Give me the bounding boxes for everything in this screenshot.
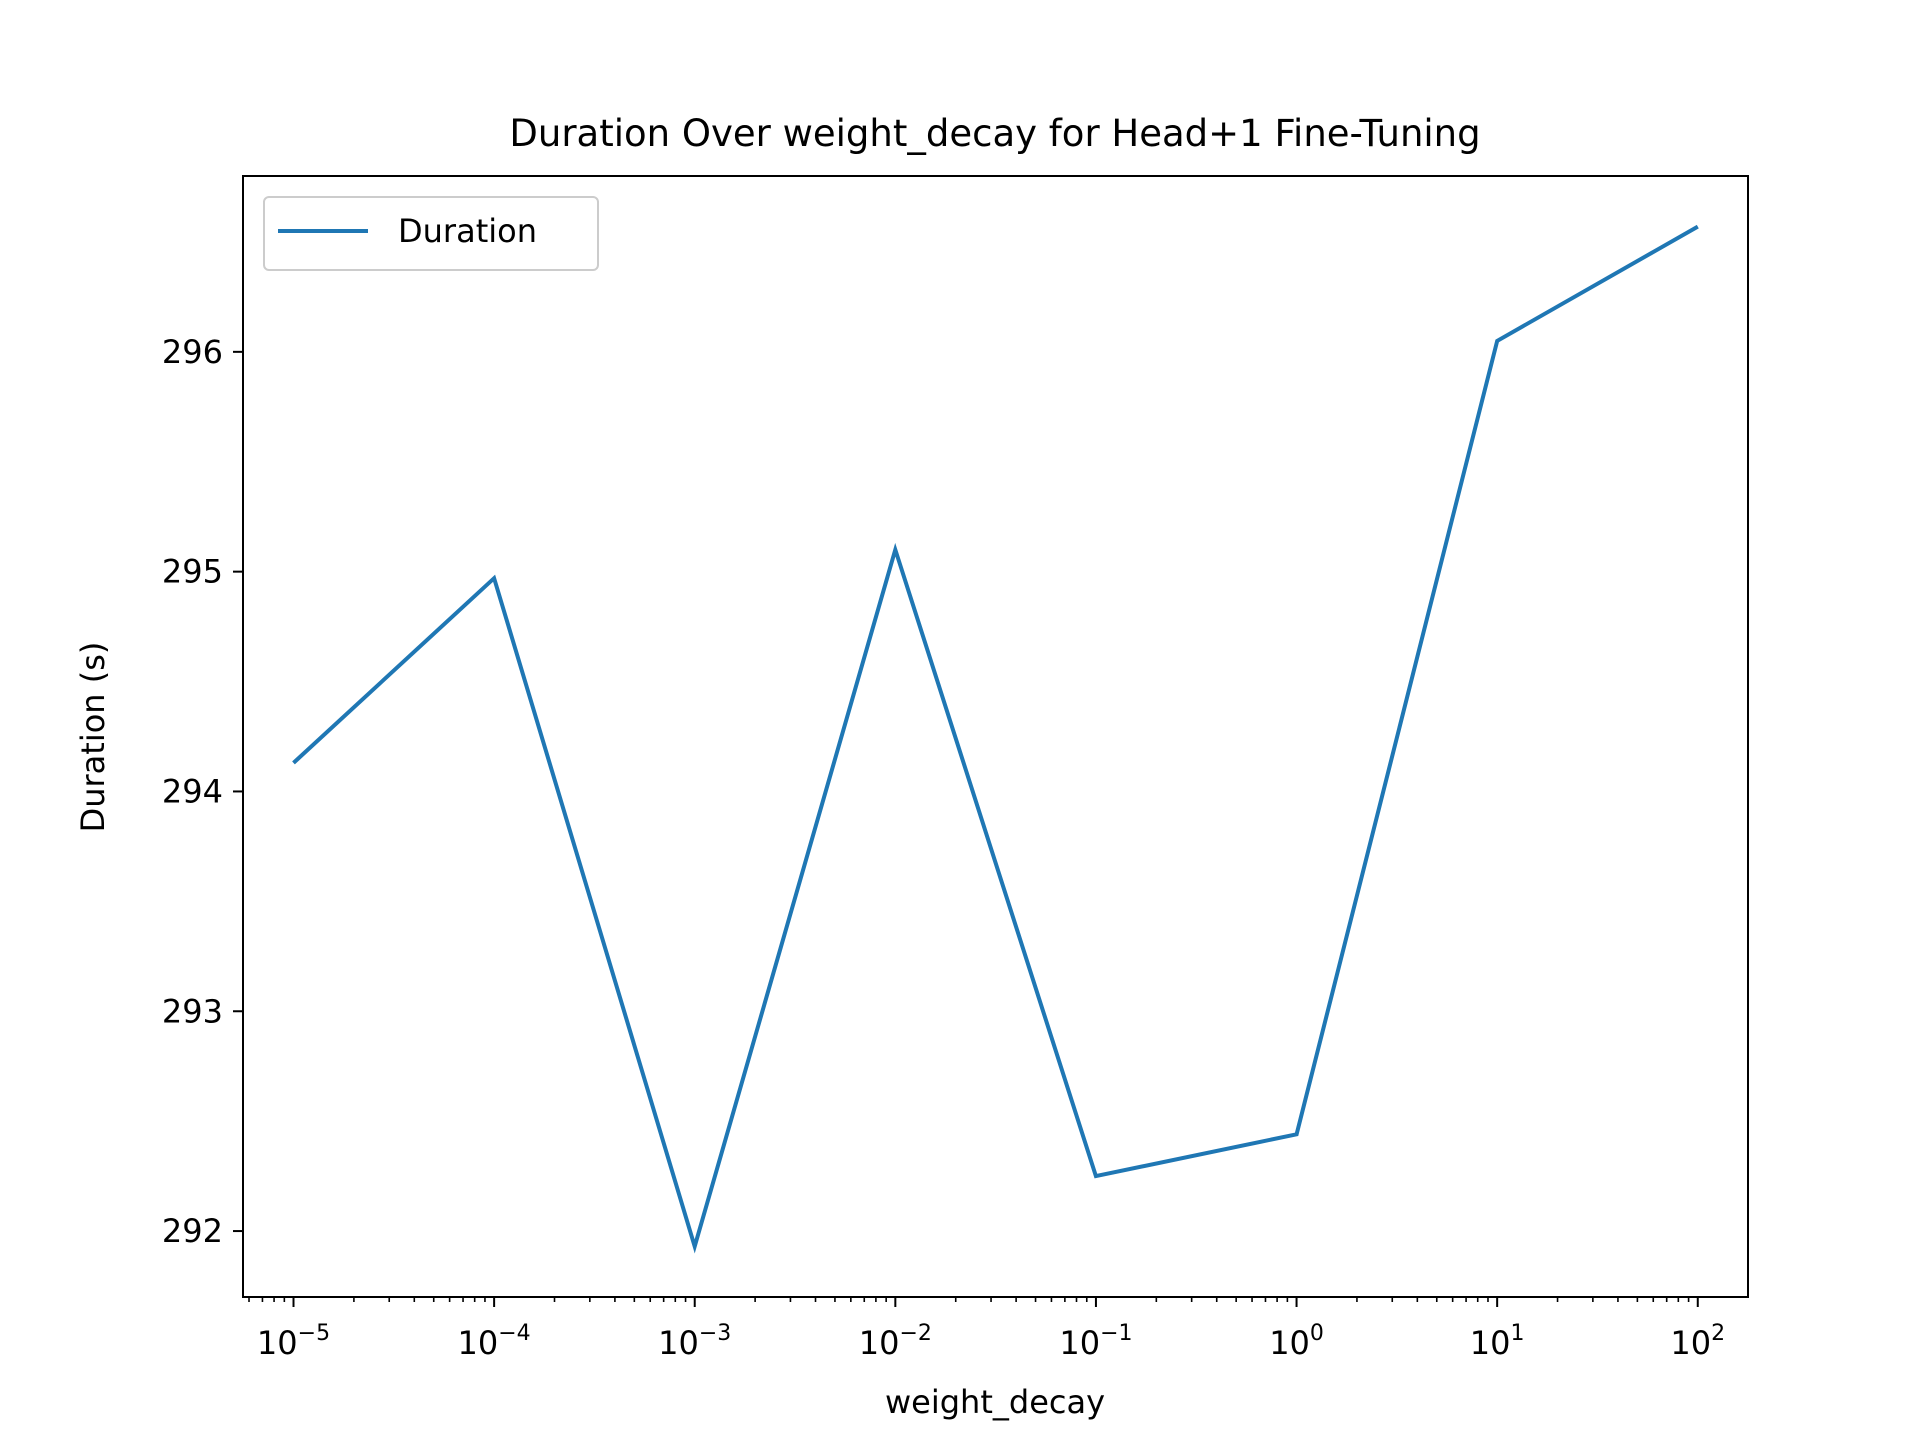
x-tick-label: 10−2 xyxy=(859,1321,932,1362)
series-line-duration xyxy=(292,224,1699,1254)
x-tick-label: 100 xyxy=(1269,1321,1324,1362)
legend-frame xyxy=(263,196,599,271)
x-tick-label: 10−3 xyxy=(658,1321,731,1362)
y-tick-label: 293 xyxy=(162,992,223,1030)
x-tick-label: 10−1 xyxy=(1059,1321,1132,1362)
y-tick-label: 294 xyxy=(162,772,223,810)
y-tick-label: 296 xyxy=(162,333,223,371)
x-tick-label: 10−4 xyxy=(458,1321,531,1362)
legend-label: Duration xyxy=(398,212,537,250)
chart-title: Duration Over weight_decay for Head+1 Fi… xyxy=(509,112,1480,155)
x-tick-label: 101 xyxy=(1470,1321,1525,1362)
x-axis-label: weight_decay xyxy=(885,1383,1105,1421)
y-tick-label: 295 xyxy=(162,553,223,591)
y-axis-label: Duration (s) xyxy=(74,642,112,833)
x-tick-label: 10−5 xyxy=(257,1321,330,1362)
plot-area: 10−5 10−4 10−3 10−2 10−1 100 101 102 292 293 294 29… xyxy=(162,175,1749,1362)
axes-frame xyxy=(242,175,1749,1298)
x-tick-label: 102 xyxy=(1670,1321,1725,1362)
legend: Duration xyxy=(263,196,599,271)
y-tick-label: 292 xyxy=(162,1212,223,1250)
